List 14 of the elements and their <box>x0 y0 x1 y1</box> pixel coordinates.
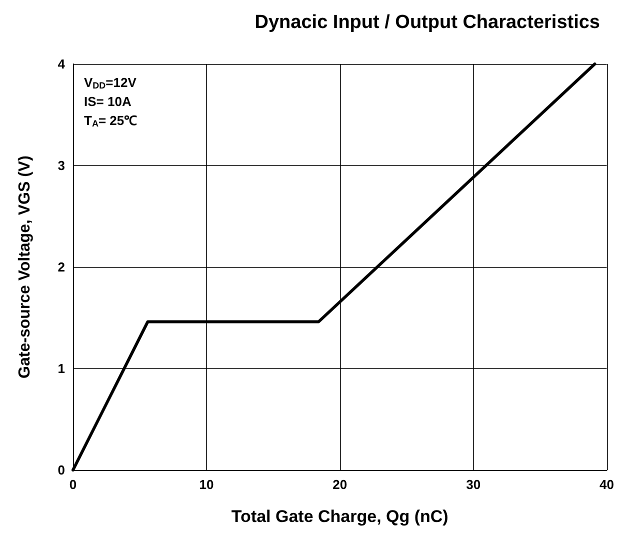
x-tick-label: 40 <box>600 477 614 492</box>
x-tick-label: 0 <box>69 477 77 492</box>
y-tick-label: 3 <box>58 158 65 173</box>
y-axis-title: Gate-source Voltage, VGS (V) <box>16 156 34 378</box>
x-axis-title: Total Gate Charge, Qg (nC) <box>231 507 448 526</box>
x-tick-label: 20 <box>332 477 348 492</box>
x-tick-label: 30 <box>466 477 481 492</box>
chart-title: Dynacic Input / Output Characteristics <box>254 12 600 33</box>
y-tick-label: 0 <box>58 462 65 478</box>
y-tick-label: 4 <box>58 56 66 72</box>
annotation: IS= 10A <box>84 94 132 109</box>
x-tick-label: 10 <box>199 477 214 492</box>
y-tick-label: 2 <box>58 260 65 274</box>
y-tick-label: 1 <box>58 361 65 376</box>
